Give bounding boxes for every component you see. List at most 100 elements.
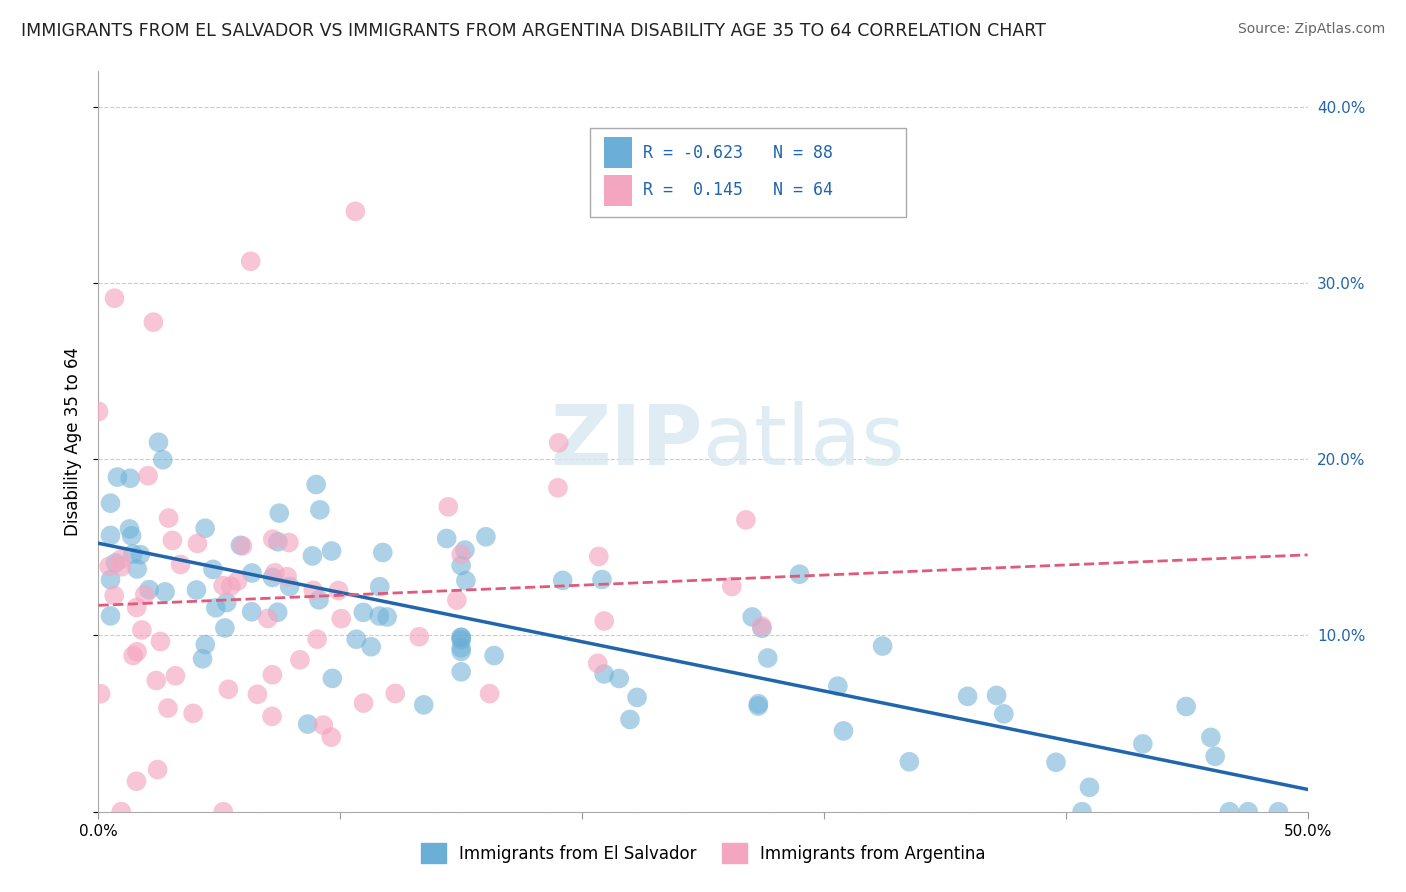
Point xyxy=(288,653,311,667)
Point xyxy=(100,608,122,623)
Point xyxy=(212,805,235,819)
Point xyxy=(162,533,184,548)
Point xyxy=(134,588,156,602)
Point xyxy=(148,435,170,450)
Y-axis label: Disability Age 35 to 64: Disability Age 35 to 64 xyxy=(65,347,83,536)
Point xyxy=(619,713,641,727)
Point xyxy=(478,687,501,701)
Point xyxy=(120,471,142,485)
Point xyxy=(146,763,169,777)
Point xyxy=(450,547,472,561)
Point xyxy=(986,689,1008,703)
Point xyxy=(301,549,323,563)
Point xyxy=(302,583,325,598)
Point xyxy=(305,477,328,491)
Point xyxy=(262,532,284,546)
Point xyxy=(90,687,112,701)
Point xyxy=(450,640,472,655)
Point xyxy=(1218,805,1240,819)
Point xyxy=(153,585,176,599)
Point xyxy=(156,701,179,715)
Point xyxy=(312,718,335,732)
Point xyxy=(371,545,394,559)
Point xyxy=(1204,749,1226,764)
Point xyxy=(827,679,849,693)
Point xyxy=(437,500,460,514)
Point xyxy=(212,578,235,592)
Point xyxy=(264,566,287,580)
Point xyxy=(98,559,121,574)
Point xyxy=(593,614,616,628)
Point xyxy=(993,706,1015,721)
Point xyxy=(131,623,153,637)
Point xyxy=(125,774,148,789)
Point xyxy=(454,574,477,588)
Point xyxy=(586,657,609,671)
Point xyxy=(408,630,430,644)
Point xyxy=(1237,805,1260,819)
Point xyxy=(956,690,979,704)
Point xyxy=(110,559,132,574)
Point xyxy=(721,579,744,593)
Point xyxy=(262,570,284,584)
Point xyxy=(588,549,610,564)
Point xyxy=(384,686,406,700)
Point xyxy=(122,648,145,663)
Point xyxy=(246,687,269,701)
Point xyxy=(181,706,204,721)
Point xyxy=(194,521,217,535)
Point xyxy=(186,582,208,597)
Point xyxy=(169,558,191,572)
Point xyxy=(735,513,758,527)
Text: Source: ZipAtlas.com: Source: ZipAtlas.com xyxy=(1237,22,1385,37)
Text: R =  0.145   N = 64: R = 0.145 N = 64 xyxy=(644,181,834,199)
Point xyxy=(321,544,343,558)
Point xyxy=(1045,756,1067,770)
Point xyxy=(832,723,855,738)
Point xyxy=(191,652,214,666)
Point xyxy=(138,582,160,597)
Point xyxy=(741,610,763,624)
Point xyxy=(145,673,167,688)
Point xyxy=(297,717,319,731)
Point xyxy=(276,570,298,584)
Point xyxy=(226,574,249,588)
Point xyxy=(231,539,253,553)
Point xyxy=(1078,780,1101,795)
Point xyxy=(87,404,110,418)
Point xyxy=(149,634,172,648)
Point xyxy=(593,667,616,681)
Point xyxy=(626,690,648,705)
Point xyxy=(450,630,472,644)
Point xyxy=(262,667,284,681)
Point xyxy=(194,638,217,652)
Point xyxy=(269,506,291,520)
Point xyxy=(100,528,122,542)
Point xyxy=(450,665,472,679)
Point xyxy=(278,579,301,593)
Point xyxy=(277,535,299,549)
Point xyxy=(436,532,458,546)
Text: atlas: atlas xyxy=(703,401,904,482)
Point xyxy=(344,632,367,647)
Point xyxy=(872,639,894,653)
Point xyxy=(321,672,343,686)
Point xyxy=(482,648,505,663)
Point xyxy=(551,574,574,588)
Point xyxy=(353,696,375,710)
Point xyxy=(751,621,773,635)
Point xyxy=(450,558,472,573)
Point xyxy=(1071,805,1094,819)
Point xyxy=(412,698,434,712)
Point xyxy=(789,567,811,582)
Point xyxy=(118,522,141,536)
Point xyxy=(215,595,238,609)
Point xyxy=(157,511,180,525)
Point xyxy=(121,529,143,543)
Point xyxy=(240,566,263,580)
Point xyxy=(308,592,330,607)
Point xyxy=(267,534,290,549)
Point xyxy=(142,315,165,329)
Point xyxy=(591,573,613,587)
Point xyxy=(103,291,125,305)
